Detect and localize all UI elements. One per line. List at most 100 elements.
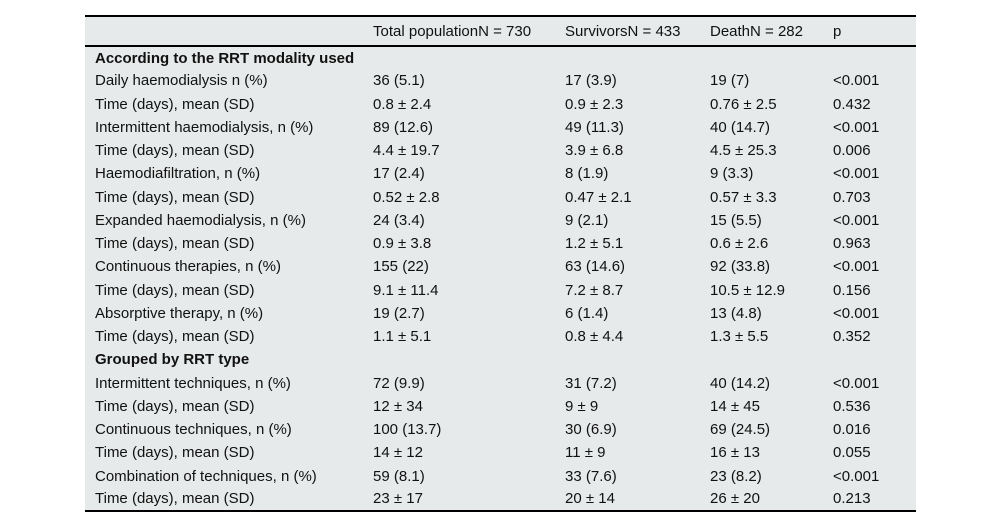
cell-p: 0.963 — [833, 235, 871, 253]
cell-p: <0.001 — [833, 211, 880, 229]
cell-total: 14 ± 12 — [373, 444, 423, 462]
cell-survivors: 7.2 ± 8.7 — [565, 281, 624, 299]
cell-p: 0.006 — [833, 142, 871, 160]
table-row: Time (days), mean (SD) 0.9 ± 3.8 1.2 ± 5.1… — [85, 232, 916, 255]
row-label: Expanded haemodialysis, n (%) — [95, 211, 306, 229]
cell-death: 0.76 ± 2.5 — [710, 95, 777, 113]
table-row: Time (days), mean (SD) 9.1 ± 11.4 7.2 ± 8.… — [85, 279, 916, 302]
cell-death: 13 (4.8) — [710, 304, 762, 322]
cell-survivors: 17 (3.9) — [565, 72, 617, 90]
cell-p: <0.001 — [833, 165, 880, 183]
row-label: Absorptive therapy, n (%) — [95, 304, 264, 322]
cell-p: 0.703 — [833, 188, 871, 206]
table-row: Time (days), mean (SD) 4.4 ± 19.7 3.9 ± 6.… — [85, 139, 916, 162]
cell-total: 9.1 ± 11.4 — [373, 281, 439, 299]
table-row: Continuous techniques, n (%) 100 (13.7) 30… — [85, 418, 916, 441]
cell-death: 19 (7) — [710, 72, 750, 90]
cell-death: 69 (24.5) — [710, 421, 771, 439]
row-label: Time (days), mean (SD) — [95, 188, 255, 206]
cell-total: 0.9 ± 3.8 — [373, 235, 432, 253]
cell-death: 15 (5.5) — [710, 211, 762, 229]
row-label: Time (days), mean (SD) — [95, 235, 255, 253]
cell-p: 0.055 — [833, 444, 871, 462]
row-label: Daily haemodialysis n (%) — [95, 72, 268, 90]
row-label: Combination of techniques, n (%) — [95, 467, 317, 485]
cell-death: 10.5 ± 12.9 — [710, 281, 785, 299]
cell-p: <0.001 — [833, 467, 880, 485]
cell-survivors: 3.9 ± 6.8 — [565, 142, 624, 160]
cell-survivors: 0.9 ± 2.3 — [565, 95, 624, 113]
cell-death: 0.6 ± 2.6 — [710, 235, 769, 253]
cell-survivors: 49 (11.3) — [565, 118, 624, 136]
cell-death: 16 ± 13 — [710, 444, 760, 462]
cell-death: 40 (14.7) — [710, 118, 771, 136]
table-row: Intermittent techniques, n (%) 72 (9.9) 31… — [85, 372, 916, 395]
cell-p: 0.156 — [833, 281, 871, 299]
cell-death: 9 (3.3) — [710, 165, 754, 183]
table-row: Time (days), mean (SD) 0.52 ± 2.8 0.47 ± 2… — [85, 186, 916, 209]
cell-survivors: 9 (2.1) — [565, 211, 609, 229]
cell-total: 72 (9.9) — [373, 374, 425, 392]
row-label: Time (days), mean (SD) — [95, 444, 255, 462]
cell-death: 0.57 ± 3.3 — [710, 188, 777, 206]
cell-survivors: 20 ± 14 — [565, 490, 615, 508]
cell-total: 59 (8.1) — [373, 467, 425, 485]
cell-total: 36 (5.1) — [373, 72, 425, 90]
cell-death: 40 (14.2) — [710, 374, 771, 392]
table-row: Absorptive therapy, n (%) 19 (2.7) 6 (1.4)… — [85, 302, 916, 325]
row-label: Intermittent techniques, n (%) — [95, 374, 291, 392]
table-row: Time (days), mean (SD) 0.8 ± 2.4 0.9 ± 2.3… — [85, 93, 916, 116]
cell-total: 17 (2.4) — [373, 165, 425, 183]
cell-total: 0.52 ± 2.8 — [373, 188, 440, 206]
cell-p: 0.536 — [833, 397, 871, 415]
cell-survivors: 0.47 ± 2.1 — [565, 188, 632, 206]
cell-total: 23 ± 17 — [373, 490, 423, 508]
column-header-survivors: SurvivorsN = 433 — [565, 22, 681, 40]
row-label: Time (days), mean (SD) — [95, 142, 255, 160]
cell-p: <0.001 — [833, 118, 880, 136]
cell-survivors: 31 (7.2) — [565, 374, 617, 392]
cell-p: 0.016 — [833, 421, 871, 439]
section-row: According to the RRT modality used — [85, 46, 916, 69]
table-row: Continuous therapies, n (%) 155 (22) 63 (1… — [85, 255, 916, 278]
cell-survivors: 30 (6.9) — [565, 421, 617, 439]
cell-survivors: 0.8 ± 4.4 — [565, 328, 624, 346]
cell-total: 100 (13.7) — [373, 421, 442, 439]
table-body: According to the RRT modality used Daily … — [85, 46, 916, 511]
cell-p: <0.001 — [833, 72, 880, 90]
cell-total: 24 (3.4) — [373, 211, 425, 229]
cell-survivors: 6 (1.4) — [565, 304, 609, 322]
table-header: Total populationN = 730 SurvivorsN = 433 D… — [85, 16, 916, 46]
cell-survivors: 8 (1.9) — [565, 165, 609, 183]
column-header-total: Total populationN = 730 — [373, 22, 532, 40]
cell-survivors: 1.2 ± 5.1 — [565, 235, 624, 253]
cell-p: 0.352 — [833, 328, 871, 346]
row-label: Continuous therapies, n (%) — [95, 258, 281, 276]
section-row: Grouped by RRT type — [85, 348, 916, 371]
row-label: Time (days), mean (SD) — [95, 490, 255, 508]
column-header-p: p — [833, 22, 842, 40]
cell-total: 89 (12.6) — [373, 118, 434, 136]
cell-survivors: 11 ± 9 — [565, 444, 606, 462]
rrt-modality-table: Total populationN = 730 SurvivorsN = 433 D… — [85, 15, 916, 512]
cell-death: 1.3 ± 5.5 — [710, 328, 769, 346]
row-label: Time (days), mean (SD) — [95, 328, 255, 346]
row-label: Time (days), mean (SD) — [95, 281, 255, 299]
table-row: Daily haemodialysis n (%) 36 (5.1) 17 (3.9… — [85, 69, 916, 92]
table-row: Expanded haemodialysis, n (%) 24 (3.4) 9 (… — [85, 209, 916, 232]
cell-death: 4.5 ± 25.3 — [710, 142, 777, 160]
row-label: Continuous techniques, n (%) — [95, 421, 292, 439]
table-row: Combination of techniques, n (%) 59 (8.1)… — [85, 465, 916, 488]
section-label: Grouped by RRT type — [95, 351, 250, 369]
column-header-death: DeathN = 282 — [710, 22, 803, 40]
table-row: Haemodiafiltration, n (%) 17 (2.4) 8 (1.9)… — [85, 162, 916, 185]
cell-survivors: 33 (7.6) — [565, 467, 617, 485]
cell-death: 92 (33.8) — [710, 258, 771, 276]
cell-p: <0.001 — [833, 258, 880, 276]
cell-death: 26 ± 20 — [710, 490, 760, 508]
cell-p: 0.213 — [833, 490, 871, 508]
cell-total: 19 (2.7) — [373, 304, 425, 322]
header-row: Total populationN = 730 SurvivorsN = 433 D… — [85, 16, 916, 46]
row-label: Intermittent haemodialysis, n (%) — [95, 118, 314, 136]
